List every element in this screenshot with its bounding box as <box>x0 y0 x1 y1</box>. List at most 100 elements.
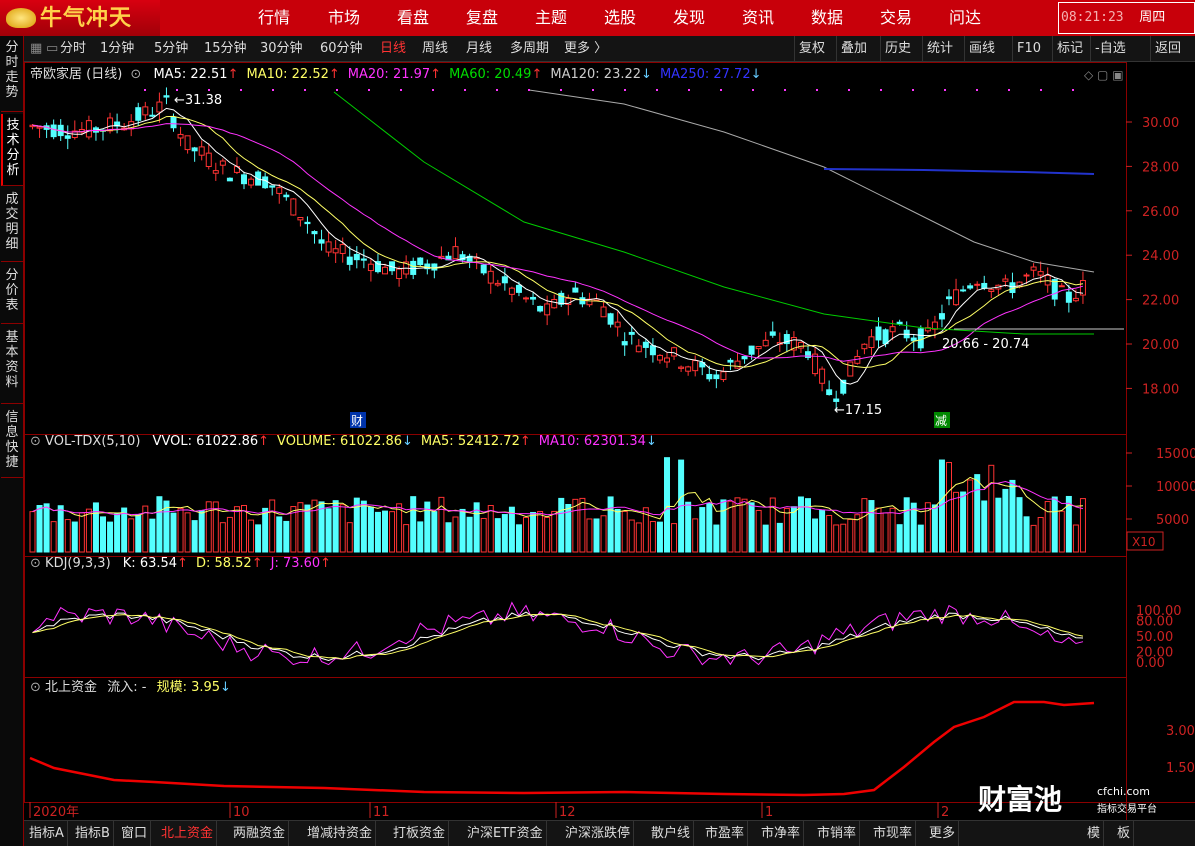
volume-bar <box>431 511 438 553</box>
indicator-tab[interactable]: 窗口 <box>118 821 152 846</box>
settings-circle-icon[interactable]: ⊙ <box>30 680 41 695</box>
event-marker-jian: 减 <box>935 414 947 428</box>
tool-button[interactable]: 复权 <box>794 36 829 62</box>
tool-button[interactable]: 画线 <box>964 36 999 62</box>
candle-body <box>142 106 149 116</box>
period-button[interactable]: 分时 <box>60 41 87 56</box>
volume-bar <box>946 462 952 553</box>
price-tick: 28.00 <box>1142 160 1179 175</box>
indicator-tab[interactable]: 北上资金 <box>158 821 218 846</box>
tool-button[interactable]: 标记 <box>1052 36 1087 62</box>
nav-item[interactable]: 问达 <box>949 8 982 27</box>
kdj-chart <box>32 601 1084 666</box>
volume-bar <box>29 511 36 553</box>
candle-body <box>276 187 283 194</box>
volume-bar <box>607 496 614 553</box>
volume-bar <box>325 508 332 553</box>
indicator-tab[interactable]: 指标B <box>72 821 114 846</box>
tool-button[interactable]: -自选 <box>1090 36 1130 62</box>
tool-button[interactable]: 返回 <box>1150 36 1185 62</box>
period-button[interactable]: 1分钟 <box>100 41 135 56</box>
nav-item[interactable]: 选股 <box>604 8 637 27</box>
volume-bar <box>501 514 508 553</box>
unit-box <box>1126 531 1164 551</box>
indicator-tab[interactable]: 更多 <box>926 821 960 846</box>
template-button[interactable]: 板 <box>1114 821 1135 846</box>
volume-bar <box>452 516 459 553</box>
chart-area[interactable]: ←31.38 ←17.15 20.66 - 20.74 财 减 30.00 28.00 26… <box>24 62 1195 820</box>
tool-button[interactable]: 叠加 <box>836 36 871 62</box>
template-button[interactable]: 模 <box>1084 821 1105 846</box>
nav-item[interactable]: 数据 <box>811 8 844 27</box>
panel-controls[interactable]: ◇ ▢ ▣ <box>1084 68 1124 82</box>
signal-dot <box>304 89 306 91</box>
settings-circle-icon[interactable]: ⊙ <box>130 67 142 82</box>
indicator-tab[interactable]: 市销率 <box>814 821 861 846</box>
side-tab[interactable]: 分价表 <box>1 264 23 324</box>
period-button[interactable]: 5分钟 <box>154 41 189 56</box>
side-tab[interactable]: 技术分析 <box>1 114 23 186</box>
side-tab[interactable]: 基本资料 <box>1 326 23 404</box>
nav-item[interactable]: 市场 <box>328 8 361 27</box>
candle-body <box>360 258 367 261</box>
nav-item[interactable]: 主题 <box>535 8 568 27</box>
settings-circle-icon[interactable]: ⊙ <box>30 556 41 571</box>
volume-bar <box>903 497 910 553</box>
volume-bar <box>847 518 854 553</box>
side-tab[interactable]: 信息快捷 <box>1 406 23 478</box>
period-button[interactable]: 15分钟 <box>204 41 247 56</box>
candle-body <box>205 152 212 168</box>
event-marker <box>350 412 366 428</box>
nav-item[interactable]: 行情 <box>258 8 291 27</box>
period-button[interactable]: 周线 <box>422 41 449 56</box>
grid-icon[interactable]: ▦ <box>30 41 43 56</box>
candle-body <box>311 231 318 235</box>
nav-item[interactable]: 交易 <box>880 8 913 27</box>
volume-bar <box>515 524 522 553</box>
indicator-tab[interactable]: 市净率 <box>758 821 805 846</box>
candle-body <box>339 244 346 254</box>
nav-item[interactable]: 发现 <box>673 8 706 27</box>
signal-dot <box>400 89 402 91</box>
settings-circle-icon[interactable]: ⊙ <box>30 434 41 449</box>
price-tick: 26.00 <box>1142 205 1179 220</box>
period-button[interactable]: 月线 <box>466 41 493 56</box>
candle-body <box>262 176 269 189</box>
volume-bar <box>445 522 452 553</box>
nav-item[interactable]: 复盘 <box>466 8 499 27</box>
indicator-tab[interactable]: 增减持资金 <box>304 821 377 846</box>
period-button[interactable]: 多周期 <box>510 41 550 56</box>
indicator-tab[interactable]: 市现率 <box>870 821 917 846</box>
period-button[interactable]: 日线 <box>380 41 407 56</box>
indicator-tab[interactable]: 沪深ETF资金 <box>464 821 547 846</box>
tool-button[interactable]: 历史 <box>880 36 915 62</box>
candle-body <box>304 221 311 225</box>
volume-bar <box>114 513 121 553</box>
side-tab[interactable]: 分时走势 <box>1 36 23 112</box>
vol-panel-title: ⊙ VOL-TDX(5,10) VVOL: 61022.86↑ VOLUME: 6… <box>30 434 657 449</box>
indicator-tab[interactable]: 市盈率 <box>702 821 749 846</box>
tool-button[interactable]: F10 <box>1012 36 1045 62</box>
indicator-tab[interactable]: 沪深涨跌停 <box>562 821 635 846</box>
indicator-tab[interactable]: 两融资金 <box>230 821 290 846</box>
candle-body <box>741 356 748 360</box>
period-button[interactable]: 60分钟 <box>320 41 363 56</box>
period-button[interactable]: 30分钟 <box>260 41 303 56</box>
period-button[interactable]: 更多 〉 <box>564 41 608 56</box>
indicator-tab[interactable]: 散户线 <box>648 821 695 846</box>
signal-dot <box>976 89 978 91</box>
nav-item[interactable]: 资讯 <box>742 8 775 27</box>
volume-bar <box>142 505 149 553</box>
price-tick: 20.00 <box>1142 338 1179 353</box>
tool-button[interactable]: 统计 <box>922 36 957 62</box>
split-icon[interactable]: ▭ <box>46 41 59 56</box>
volume-bar <box>241 504 247 553</box>
volume-bar <box>720 499 727 553</box>
side-tab[interactable]: 成交明细 <box>1 188 23 262</box>
volume-bar <box>910 502 917 553</box>
candle-body <box>1030 266 1037 271</box>
indicator-tab[interactable]: 指标A <box>26 821 68 846</box>
nav-item[interactable]: 看盘 <box>397 8 430 27</box>
watermark-brand: 财富池 <box>978 783 1063 816</box>
indicator-tab[interactable]: 打板资金 <box>390 821 450 846</box>
